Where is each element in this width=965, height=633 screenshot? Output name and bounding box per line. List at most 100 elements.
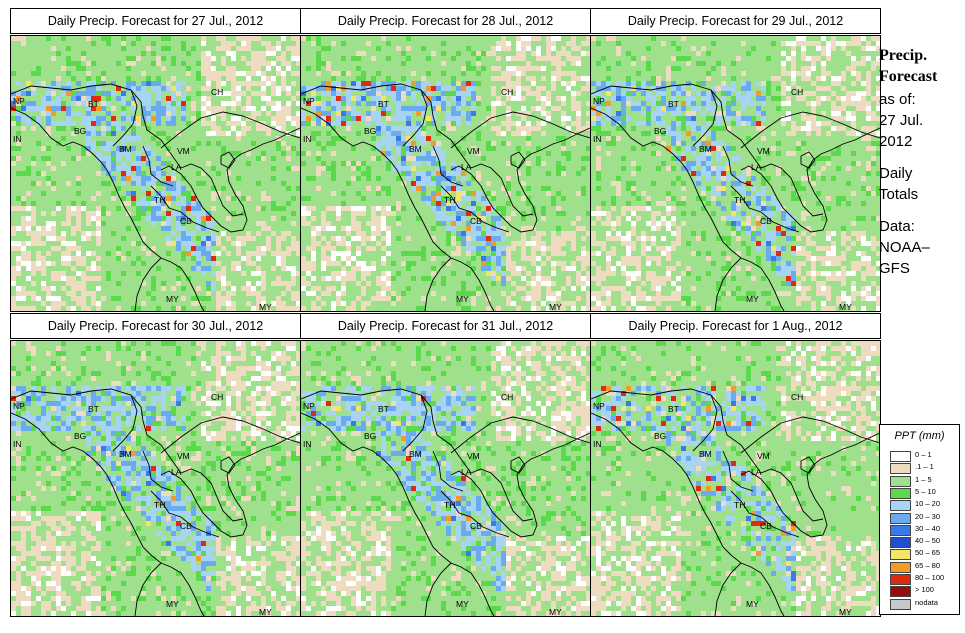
country-code-label: BG xyxy=(364,431,376,441)
country-code-label: LA xyxy=(171,467,182,477)
country-code-label: MY xyxy=(166,294,179,304)
country-code-label: ID xyxy=(439,309,448,311)
country-code-label: VM xyxy=(467,451,480,461)
country-code-label: ID xyxy=(729,614,738,616)
legend-label: 0 – 1 xyxy=(915,450,932,459)
legend-swatch xyxy=(890,574,911,585)
country-code-label: NP xyxy=(13,96,25,106)
country-code-label: BT xyxy=(668,99,679,109)
precip-map: CH NP BT IN BG BM VM LA TH CB MY ID MY ID xyxy=(590,340,881,617)
country-code-label: VM xyxy=(177,146,190,156)
country-code-label: CH xyxy=(211,87,223,97)
country-borders xyxy=(591,83,880,311)
country-code-label: TH xyxy=(154,500,165,510)
data-source-line2: NOAA– xyxy=(879,239,930,256)
country-code-label: ID xyxy=(439,614,448,616)
country-code-label: MY xyxy=(746,599,759,609)
precip-map: CH NP BT IN BG BM VM LA TH CB MY ID MY ID xyxy=(300,340,591,617)
country-code-label: BG xyxy=(654,126,666,136)
country-code-label: CH xyxy=(501,392,513,402)
country-code-label: VM xyxy=(177,451,190,461)
precip-legend: PPT (mm) 0 – 1 .1 – 1 1 – 5 5 – 10 10 – 20 20… xyxy=(879,424,960,615)
country-code-label: VM xyxy=(757,146,770,156)
country-code-label: ID xyxy=(571,614,580,616)
country-borders xyxy=(591,388,880,616)
country-code-label: BG xyxy=(74,126,86,136)
panel-title: Daily Precip. Forecast for 29 Jul., 2012 xyxy=(590,8,881,34)
country-code-label: BM xyxy=(119,449,132,459)
panel-title: Daily Precip. Forecast for 31 Jul., 2012 xyxy=(300,313,591,339)
country-code-label: CB xyxy=(180,521,192,531)
country-code-label: ID xyxy=(149,614,158,616)
country-code-label: MY xyxy=(456,294,469,304)
country-code-label: BM xyxy=(409,144,422,154)
country-code-label: NP xyxy=(13,401,25,411)
precip-grid xyxy=(301,341,590,616)
country-code-label: LA xyxy=(171,162,182,172)
country-code-label: BM xyxy=(119,144,132,154)
country-code-label: BM xyxy=(699,449,712,459)
legend-swatch xyxy=(890,451,911,462)
legend-swatch xyxy=(890,549,911,561)
country-code-label: TH xyxy=(444,500,455,510)
country-code-label: MY xyxy=(839,302,852,311)
forecast-panel-6: Daily Precip. Forecast for 1 Aug., 2012 … xyxy=(590,313,881,617)
legend-swatch xyxy=(890,586,911,598)
panel-title: Daily Precip. Forecast for 1 Aug., 2012 xyxy=(590,313,881,339)
country-code-label: ID xyxy=(571,309,580,311)
legend-item: 40 – 50 xyxy=(890,536,950,549)
country-code-label: BM xyxy=(699,144,712,154)
precip-grid xyxy=(301,36,590,311)
country-labels: CH NP BT IN BG BM VM LA TH CB MY ID MY ID xyxy=(303,87,580,311)
legend-swatch xyxy=(890,475,911,487)
country-code-label: MY xyxy=(166,599,179,609)
legend-item: .1 – 1 xyxy=(890,462,950,475)
country-code-label: MY xyxy=(259,607,272,616)
legend-item: nodata xyxy=(890,598,950,610)
country-labels: CH NP BT IN BG BM VM LA TH CB MY ID MY ID xyxy=(13,392,290,616)
country-code-label: CH xyxy=(791,87,803,97)
country-code-label: MY xyxy=(456,599,469,609)
precip-map: CH NP BT IN BG BM VM LA TH CB MY ID MY ID xyxy=(10,340,301,617)
country-code-label: BT xyxy=(88,99,99,109)
legend-item: 10 – 20 xyxy=(890,499,950,512)
country-code-label: CH xyxy=(211,392,223,402)
country-code-label: LA xyxy=(751,162,762,172)
forecast-panel-4: Daily Precip. Forecast for 30 Jul., 2012… xyxy=(10,313,301,617)
country-labels: CH NP BT IN BG BM VM LA TH CB MY ID MY ID xyxy=(13,87,290,311)
precip-map: CH NP BT IN BG BM VM LA TH CB MY ID MY ID xyxy=(300,35,591,312)
asof-date-line2: 2012 xyxy=(879,133,913,150)
country-code-label: ID xyxy=(281,614,290,616)
country-code-label: MY xyxy=(549,607,562,616)
legend-swatch xyxy=(890,500,911,512)
country-code-label: BT xyxy=(378,404,389,414)
sidebar-title-line2: Forecast xyxy=(879,68,938,85)
legend-swatch xyxy=(890,463,911,475)
asof-date-line1: 27 Jul. xyxy=(879,112,924,129)
sidebar-title-line1: Precip. xyxy=(879,47,928,64)
country-code-label: ID xyxy=(861,614,870,616)
legend-item: 80 – 100 xyxy=(890,573,950,585)
country-borders xyxy=(11,83,300,311)
country-code-label: BG xyxy=(74,431,86,441)
country-labels: CH NP BT IN BG BM VM LA TH CB MY ID MY ID xyxy=(593,392,870,616)
country-code-label: CH xyxy=(791,392,803,402)
legend-label: 50 – 65 xyxy=(915,548,941,558)
country-code-label: ID xyxy=(281,309,290,311)
country-code-label: CB xyxy=(180,216,192,226)
country-code-label: ID xyxy=(861,309,870,311)
forecast-panel-2: Daily Precip. Forecast for 28 Jul., 2012… xyxy=(300,8,591,312)
map-background xyxy=(301,341,590,616)
precip-map-svg: CH NP BT IN BG BM VM LA TH CB MY ID MY ID xyxy=(591,341,880,616)
legend-label: 80 – 100 xyxy=(915,573,945,582)
legend-label: 5 – 10 xyxy=(915,486,936,496)
legend-item: 20 – 30 xyxy=(890,512,950,524)
legend-swatch xyxy=(890,487,911,499)
country-code-label: MY xyxy=(839,607,852,616)
legend-item: 50 – 65 xyxy=(890,548,950,561)
forecast-panel-5: Daily Precip. Forecast for 31 Jul., 2012… xyxy=(300,313,591,617)
country-code-label: BM xyxy=(409,449,422,459)
country-code-label: LA xyxy=(461,467,472,477)
country-code-label: IN xyxy=(13,439,22,449)
country-code-label: MY xyxy=(259,302,272,311)
